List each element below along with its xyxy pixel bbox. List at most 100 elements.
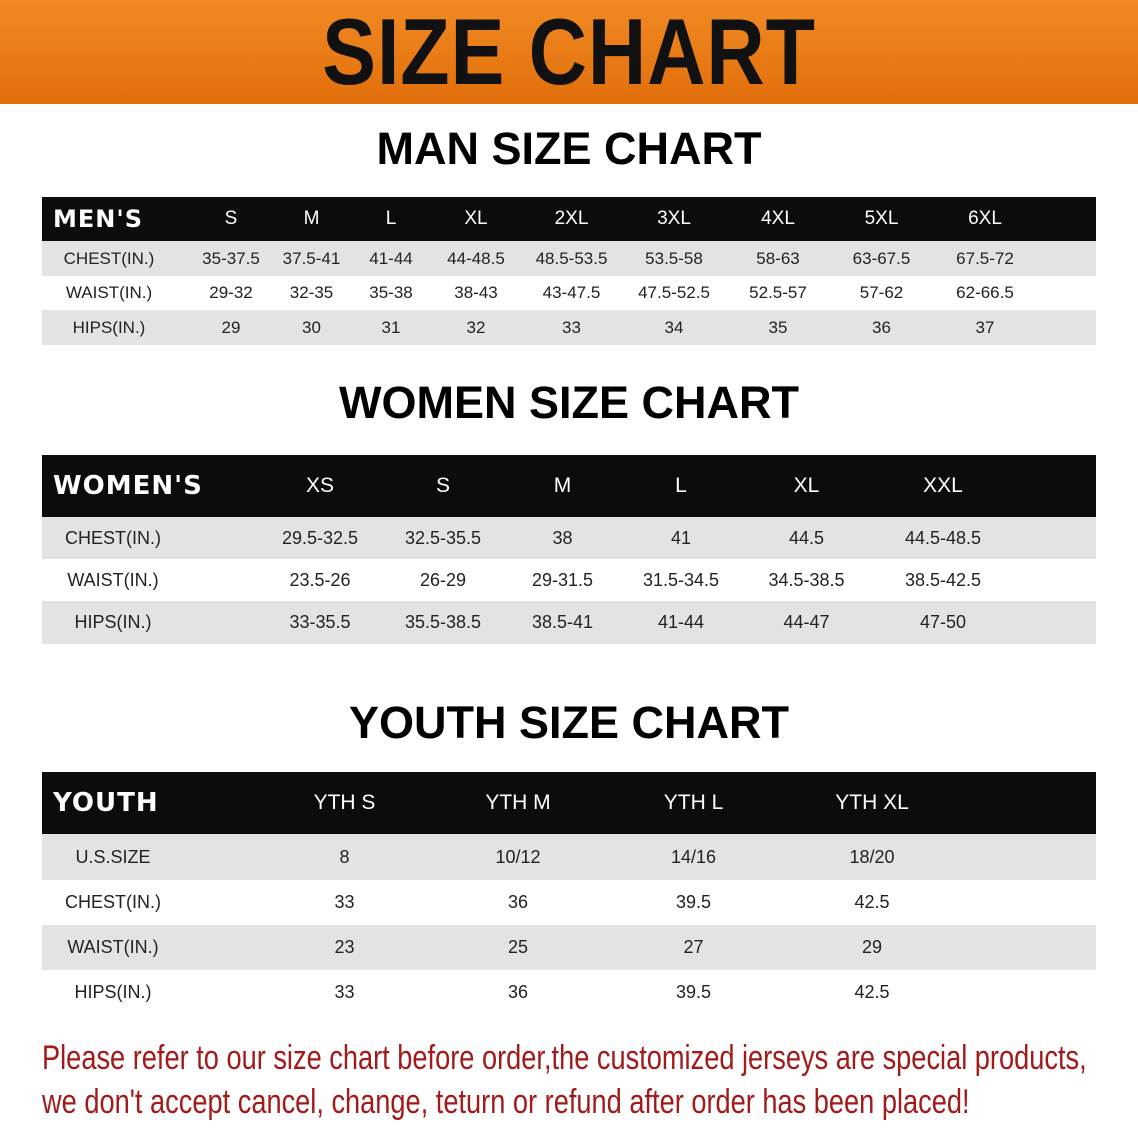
row-label: CHEST(IN.) xyxy=(42,249,190,269)
table-cell: 26-29 xyxy=(419,569,467,590)
table-cell: 39.5 xyxy=(675,892,712,912)
row-label: U.S.SIZE xyxy=(42,847,258,868)
table-cell: 44.5-48.5 xyxy=(904,527,982,548)
table-cell: 38.5-41 xyxy=(531,612,594,632)
size-column-header: 4XL xyxy=(761,208,795,229)
table-cell: 32.5-35.5 xyxy=(404,527,482,548)
table-cell: 35-38 xyxy=(369,283,413,302)
header-label: YOUTH xyxy=(53,788,159,818)
table-row: U.S.SIZE 8 10/12 14/16 18/20 xyxy=(42,834,1096,880)
table-row: CHEST(IN.) 29.5-32.5 32.5-35.5 38 41 44.5 44.5… xyxy=(42,517,1096,559)
size-column-header: XL xyxy=(793,474,820,497)
size-column-header: YTH L xyxy=(663,791,724,814)
table-cell: 29 xyxy=(861,937,883,957)
table-cell: 18/20 xyxy=(849,846,895,867)
table-cell: 41 xyxy=(670,527,692,548)
table-cell: 47-50 xyxy=(919,612,967,632)
table-cell: 35-37.5 xyxy=(202,248,260,268)
size-column-header: XS xyxy=(305,474,334,497)
disclaimer-line-2: we don't accept cancel, change, teturn o… xyxy=(42,1083,970,1121)
table-cell: 32 xyxy=(466,317,486,337)
youth-size-table: YOUTH YTH S YTH M YTH L YTH XL U.S.SIZE 8 10/12… xyxy=(42,772,1096,1015)
table-cell: 29.5-32.5 xyxy=(281,527,359,548)
row-label: CHEST(IN.) xyxy=(42,892,258,913)
table-cell: 38 xyxy=(552,527,573,548)
women-section-title: WOMEN SIZE CHART xyxy=(339,377,799,428)
table-cell: 23 xyxy=(334,937,355,957)
disclaimer-line-1: Please refer to our size chart before or… xyxy=(42,1039,1087,1077)
size-column-header: L xyxy=(385,208,397,229)
table-cell: 52.5-57 xyxy=(749,283,807,302)
size-column-header: YTH S xyxy=(313,791,376,814)
table-row: HIPS(IN.) 29 30 31 32 33 34 35 36 37 xyxy=(42,310,1096,345)
table-cell: 44.5 xyxy=(788,527,825,548)
table-cell: 34 xyxy=(664,317,684,337)
women-size-table: WOMEN'S XS S M L XL XXL CHEST(IN.) 29.5-32.5 32.5… xyxy=(42,455,1096,644)
size-column-header: 3XL xyxy=(657,208,691,229)
men-section-title: MAN SIZE CHART xyxy=(376,123,762,174)
table-cell: 44-47 xyxy=(783,612,830,632)
table-cell: 34.5-38.5 xyxy=(768,569,845,590)
table-cell: 39.5 xyxy=(675,982,712,1002)
row-label: HIPS(IN.) xyxy=(42,982,258,1003)
table-row: HIPS(IN.) 33-35.5 35.5-38.5 38.5-41 41-44 44-… xyxy=(42,601,1096,644)
table-cell: 44-48.5 xyxy=(447,248,505,268)
table-cell: 29 xyxy=(221,317,241,337)
row-label: WAIST(IN.) xyxy=(42,283,190,303)
header-label: MEN'S xyxy=(53,205,143,233)
table-cell: 47.5-52.5 xyxy=(638,283,710,302)
table-cell: 36 xyxy=(507,982,529,1002)
table-cell: 27 xyxy=(683,937,704,957)
row-label-text: CHEST(IN.) xyxy=(65,892,161,912)
table-cell: 10/12 xyxy=(495,846,541,867)
table-cell: 33 xyxy=(334,892,355,912)
table-cell: 14/16 xyxy=(670,846,717,867)
row-label-text: HIPS(IN.) xyxy=(72,317,146,337)
table-row: WAIST(IN.) 23 25 27 29 xyxy=(42,925,1096,970)
table-row: CHEST(IN.) 33 36 39.5 42.5 xyxy=(42,880,1096,925)
table-cell: 58-63 xyxy=(756,248,800,268)
women-header-row: WOMEN'S XS S M L XL XXL xyxy=(42,455,1096,517)
size-column-header: XL xyxy=(464,208,488,229)
row-label-text: CHEST(IN.) xyxy=(63,248,155,268)
table-cell: 38.5-42.5 xyxy=(904,569,982,590)
table-row: WAIST(IN.) 23.5-26 26-29 29-31.5 31.5-34.5 34… xyxy=(42,559,1096,601)
table-cell: 35 xyxy=(768,317,788,337)
size-column-header: M xyxy=(553,474,572,497)
table-cell: 33-35.5 xyxy=(289,612,351,632)
row-label: HIPS(IN.) xyxy=(42,612,258,633)
size-column-header: YTH XL xyxy=(835,791,909,814)
size-column-header: M xyxy=(303,208,320,229)
row-label-text: HIPS(IN.) xyxy=(74,982,152,1002)
table-cell: 32-35 xyxy=(289,283,334,302)
table-row: CHEST(IN.) 35-37.5 37.5-41 41-44 44-48.5 48.5… xyxy=(42,241,1096,276)
men-header-row: MEN'S S M L XL 2XL 3XL 4XL 5XL 6XL xyxy=(42,197,1096,241)
size-column-header: S xyxy=(435,474,450,497)
row-label: HIPS(IN.) xyxy=(42,318,190,338)
table-cell: 57-62 xyxy=(859,283,904,302)
table-cell: 38-43 xyxy=(454,283,498,302)
row-label: WAIST(IN.) xyxy=(42,937,258,958)
header-label: WOMEN'S xyxy=(53,471,203,501)
table-cell: 31 xyxy=(381,317,401,337)
size-column-header: XXL xyxy=(923,474,963,497)
youth-header-row: YOUTH YTH S YTH M YTH L YTH XL xyxy=(42,772,1096,834)
size-column-header: 5XL xyxy=(864,208,899,229)
size-column-header: S xyxy=(224,208,238,229)
table-cell: 33 xyxy=(562,317,581,337)
title-banner: SIZE CHART xyxy=(0,0,1138,104)
table-cell: 43-47.5 xyxy=(542,283,601,302)
youth-section-title: YOUTH SIZE CHART xyxy=(348,697,789,748)
size-column-header: L xyxy=(675,474,687,497)
table-cell: 53.5-58 xyxy=(645,248,703,268)
row-label-text: WAIST(IN.) xyxy=(67,569,159,590)
table-cell: 29-31.5 xyxy=(531,569,594,590)
table-cell: 42.5 xyxy=(854,892,890,912)
table-cell: 25 xyxy=(507,937,529,957)
table-cell: 67.5-72 xyxy=(956,248,1014,268)
table-cell: 41-44 xyxy=(657,612,705,632)
table-cell: 36 xyxy=(507,892,529,912)
table-cell: 48.5-53.5 xyxy=(535,248,608,268)
table-cell: 8 xyxy=(339,846,350,867)
men-size-table: MEN'S S M L XL 2XL 3XL 4XL 5XL 6XL CHEST(IN.) 35-37… xyxy=(42,197,1096,345)
